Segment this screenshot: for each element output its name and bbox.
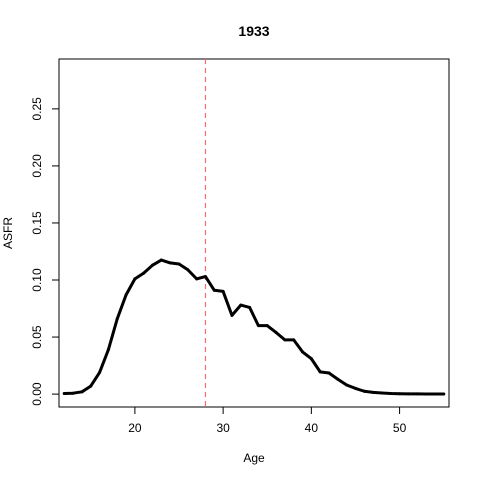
- chart-title: 1933: [238, 23, 269, 39]
- data-point: [292, 338, 296, 342]
- data-point: [327, 371, 331, 375]
- data-point: [195, 277, 199, 281]
- data-point: [98, 370, 102, 374]
- data-point: [203, 275, 207, 279]
- data-point: [177, 262, 181, 266]
- x-tick-label: 40: [305, 421, 319, 435]
- data-point: [256, 324, 260, 328]
- data-point: [442, 392, 446, 396]
- data-point: [309, 357, 313, 361]
- data-point: [424, 392, 428, 396]
- data-point: [318, 370, 322, 374]
- data-point: [71, 391, 75, 395]
- data-point: [380, 391, 384, 395]
- data-point: [186, 268, 190, 272]
- x-axis-label: Age: [243, 451, 265, 465]
- data-point: [89, 384, 93, 388]
- y-tick-label: 0.20: [30, 154, 44, 178]
- data-point: [371, 390, 375, 394]
- data-point: [142, 271, 146, 275]
- y-tick-label: 0.25: [30, 97, 44, 121]
- y-tick-label: 0.05: [30, 325, 44, 349]
- y-tick-label: 0.00: [30, 382, 44, 406]
- data-point: [124, 293, 128, 297]
- data-point: [336, 377, 340, 381]
- data-point: [212, 288, 216, 292]
- series-line: [62, 258, 446, 396]
- data-point: [362, 389, 366, 393]
- data-point: [433, 392, 437, 396]
- data-point: [115, 317, 119, 321]
- data-point: [283, 338, 287, 342]
- data-point: [62, 392, 66, 396]
- data-point: [221, 289, 225, 293]
- y-axis-label: ASFR: [1, 217, 15, 249]
- y-axis: 0.00 0.05 0.10 0.15 0.20 0.25: [30, 97, 60, 406]
- data-point: [159, 258, 163, 262]
- x-tick-label: 30: [216, 421, 230, 435]
- data-point: [415, 392, 419, 396]
- data-point: [151, 263, 155, 267]
- x-tick-label: 50: [393, 421, 407, 435]
- data-point: [345, 383, 349, 387]
- data-point: [248, 305, 252, 309]
- data-point: [406, 392, 410, 396]
- data-point: [389, 392, 393, 396]
- data-point: [301, 350, 305, 354]
- data-point: [168, 261, 172, 265]
- data-point: [230, 313, 234, 317]
- y-tick-label: 0.10: [30, 268, 44, 292]
- y-tick-label: 0.15: [30, 211, 44, 235]
- data-point: [133, 277, 137, 281]
- data-point: [106, 348, 110, 352]
- data-point: [398, 392, 402, 396]
- plot-frame: [58, 58, 450, 408]
- data-point: [274, 330, 278, 334]
- data-point: [353, 386, 357, 390]
- series-layer: [62, 258, 446, 396]
- x-tick-label: 20: [128, 421, 142, 435]
- data-point: [265, 324, 269, 328]
- x-axis: 20 30 40 50: [128, 406, 407, 435]
- data-point: [239, 303, 243, 307]
- data-point: [80, 390, 84, 394]
